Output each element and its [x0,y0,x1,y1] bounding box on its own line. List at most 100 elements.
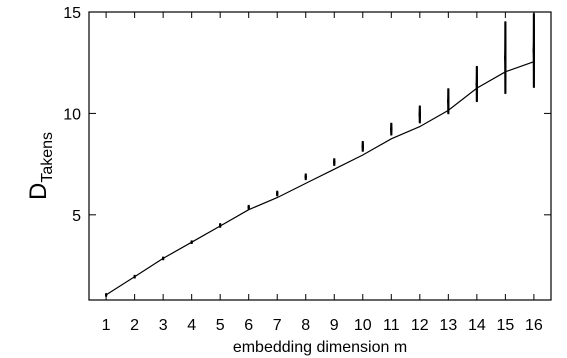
data-point [532,21,535,23]
data-point [504,91,507,94]
data-point [532,77,535,80]
data-point [504,90,507,93]
data-point [447,89,450,91]
y-tick-label: 10 [63,106,81,123]
data-point [475,97,478,100]
data-point [504,21,507,23]
data-point [304,173,307,176]
data-point [504,92,507,94]
data-point [447,110,450,113]
data-point [475,100,478,103]
data-point [475,96,478,99]
x-axis-label: embedding dimension m [233,339,407,356]
point-cluster [475,65,478,103]
x-tick-label: 2 [130,317,139,334]
data-point [390,133,393,135]
data-point [361,150,364,152]
data-point [333,159,336,161]
data-point [304,174,307,176]
point-cluster [390,122,393,136]
data-point [504,28,507,30]
data-point [504,30,507,33]
data-point [475,65,478,68]
point-cluster [447,88,450,115]
data-point [504,84,507,87]
data-point [418,120,421,123]
x-tick-label: 10 [354,317,372,334]
data-point [504,26,507,29]
data-point [361,141,364,143]
data-point [219,223,222,225]
fit-line-layer [105,61,535,296]
data-point [532,21,535,24]
y-axis-label: DTakens [25,132,56,200]
y-axis-label-main: D [25,183,52,200]
data-point [532,80,535,82]
data-point [447,111,450,114]
data-point [504,88,507,91]
data-point [532,20,535,22]
data-point [162,256,165,259]
plot-frame [88,11,552,301]
data-point [247,204,250,207]
data-point [504,89,507,92]
data-point [532,18,535,21]
data-point [504,27,507,30]
y-axis-label-sub: Takens [39,132,56,183]
point-cluster [247,204,250,210]
data-point [532,19,535,21]
point-cluster [276,190,279,197]
data-point [276,190,279,193]
point-cluster [361,141,364,152]
data-point [418,106,421,108]
data-point [475,99,478,102]
point-clusters [105,13,535,297]
data-point [475,70,478,72]
x-tick-label: 7 [273,317,282,334]
data-point [447,88,450,90]
data-point [447,91,450,94]
data-point [504,86,507,88]
data-point [504,87,507,89]
data-point [475,98,478,101]
data-point [504,87,507,90]
data-point [532,78,535,81]
data-point [532,86,535,88]
point-cluster [333,158,336,166]
data-point [418,107,421,109]
data-point [532,84,535,87]
data-point [532,85,535,87]
data-point [447,90,450,92]
data-point [504,29,507,31]
data-point [504,25,507,28]
x-tick-label: 13 [439,317,457,334]
y-tick-label: 5 [72,208,81,225]
x-tick-label: 12 [411,317,429,334]
data-point [532,82,535,85]
x-tick-label: 3 [159,317,168,334]
point-cluster [504,21,507,94]
x-tick-label: 6 [244,317,253,334]
x-tick-label: 9 [330,317,339,334]
data-point [504,23,507,25]
data-point [532,81,535,84]
data-point [361,141,364,144]
data-point [390,124,393,127]
data-point [418,105,421,108]
point-cluster [532,13,535,88]
data-point [475,67,478,70]
data-point [390,123,393,126]
data-point [504,22,507,24]
fit-line [105,61,535,296]
data-point [532,22,535,25]
data-point [333,164,336,166]
point-cluster [418,105,421,124]
data-point [390,133,393,136]
point-cluster [304,173,307,181]
data-point [105,293,108,295]
data-point [133,274,136,277]
data-point [276,194,279,197]
data-point [504,29,507,32]
data-point [390,122,393,125]
